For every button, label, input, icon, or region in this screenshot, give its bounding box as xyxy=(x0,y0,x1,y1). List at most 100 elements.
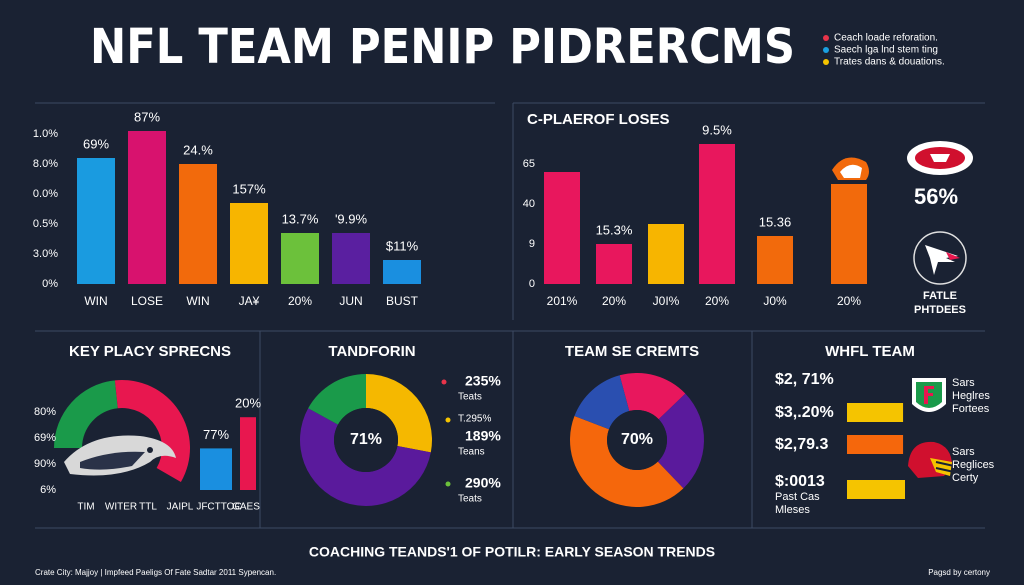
annotation: 290% xyxy=(465,475,501,491)
note: Fortees xyxy=(952,403,990,415)
x-label: JAIPL xyxy=(167,502,194,513)
y-tick-label: 0 xyxy=(529,278,535,290)
value-label: 69% xyxy=(83,136,109,151)
footer-source: Crate City: Majjoy | Impfeed Paeligs Of … xyxy=(35,568,276,577)
y-tick-label: 0.5% xyxy=(33,218,58,230)
donut-hole xyxy=(607,410,667,470)
legend-dot xyxy=(823,35,829,41)
x-label: JFCTTOC xyxy=(196,502,241,513)
donut-segment xyxy=(574,375,630,430)
falcons-logo xyxy=(913,231,967,285)
y-tick-label: 3.0% xyxy=(33,248,58,260)
dividers xyxy=(35,102,985,529)
bar xyxy=(847,480,905,499)
broncos-logo xyxy=(832,157,869,180)
x-tick-label: J0% xyxy=(763,294,787,308)
x-label: GAES xyxy=(232,502,260,513)
y-tick-label: 1.0% xyxy=(33,128,58,140)
bar xyxy=(544,172,580,284)
value-label: '9.9% xyxy=(335,211,368,226)
legend-label: Ceach loade reforation. xyxy=(834,33,938,44)
eagle-logo xyxy=(64,435,176,476)
bar xyxy=(847,435,904,454)
value-label: 77% xyxy=(203,427,229,442)
bar xyxy=(240,417,256,490)
y-tick-label: 80% xyxy=(34,406,56,418)
bar xyxy=(648,224,684,284)
bar xyxy=(847,403,904,422)
y-tick-label: 9 xyxy=(529,238,535,250)
page-title: NFL TEAM PENIP PIDRERCMS xyxy=(90,19,795,75)
donut-hole xyxy=(334,408,398,472)
annotation: $3,.20% xyxy=(775,404,834,421)
annotation: $2, 71% xyxy=(775,371,834,388)
x-tick-label: 20% xyxy=(288,294,312,308)
panel-title: C-PLAEROF LOSES xyxy=(527,111,670,128)
donut-segment xyxy=(308,373,366,425)
x-tick-label: 20% xyxy=(602,294,626,308)
center-label: 71% xyxy=(350,431,382,448)
bar xyxy=(77,158,115,284)
value-label: 20% xyxy=(235,396,261,411)
donut-segment xyxy=(570,415,684,507)
bar xyxy=(281,233,319,284)
value-label: 15.36 xyxy=(759,214,792,229)
bar xyxy=(757,236,793,284)
legend-dot xyxy=(823,47,829,53)
donut-segment xyxy=(619,372,686,420)
annotation: Past Cas xyxy=(775,491,820,503)
arch-segment xyxy=(54,380,118,448)
annotation: $2,79.3 xyxy=(775,436,828,453)
x-tick-label: 20% xyxy=(705,294,729,308)
note: Reglices xyxy=(952,459,995,471)
x-tick-label: 201% xyxy=(547,294,578,308)
footer-title: COACHING TEANDS'1 OF POTILR: EARLY SEASO… xyxy=(309,544,715,560)
bar xyxy=(230,203,268,284)
y-tick-label: 6% xyxy=(40,484,56,496)
x-tick-label: 20% xyxy=(837,294,861,308)
side-caption: FATLE xyxy=(923,290,957,302)
x-tick-label: JUN xyxy=(339,294,362,308)
annotation: Teats xyxy=(458,494,482,505)
x-tick-label: JA¥ xyxy=(239,294,260,308)
panel-title: KEY PLACY SPRECNS xyxy=(69,343,231,360)
y-tick-label: 0% xyxy=(42,278,58,290)
annotation: 235% xyxy=(465,373,501,389)
side-caption: PHTDEES xyxy=(914,304,966,316)
bar xyxy=(383,260,421,284)
annotation: Teans xyxy=(458,447,485,458)
annotation: Mleses xyxy=(775,504,810,516)
annotation: $:0013 xyxy=(775,473,825,490)
x-label: WITER xyxy=(105,502,137,513)
bar xyxy=(699,144,735,284)
value-label: 157% xyxy=(232,181,266,196)
nfl-shield xyxy=(912,378,946,412)
x-tick-label: WIN xyxy=(186,294,209,308)
panel-title: TANDFORIN xyxy=(328,343,415,360)
note: Certy xyxy=(952,472,979,484)
x-label: TTL xyxy=(139,502,157,513)
legend-label: Trates dans & douations. xyxy=(834,57,945,68)
annotation-dot xyxy=(445,481,451,487)
x-tick-label: LOSE xyxy=(131,294,163,308)
bar xyxy=(128,131,166,284)
x-tick-label: WIN xyxy=(84,294,107,308)
y-tick-label: 0.0% xyxy=(33,188,58,200)
legend-label: Saech lga lnd stem ting xyxy=(834,45,938,56)
annotation: Teats xyxy=(458,392,482,403)
annotation-dot xyxy=(445,417,451,423)
y-tick-label: 40 xyxy=(523,198,535,210)
legend-dot xyxy=(823,59,829,65)
donut-segment xyxy=(300,408,431,506)
helmet-logo xyxy=(908,441,955,478)
y-tick-label: 8.0% xyxy=(33,158,58,170)
value-label: $11% xyxy=(386,238,419,253)
bar xyxy=(179,164,217,284)
note: Heglres xyxy=(952,390,990,402)
bar xyxy=(596,244,632,284)
side-stat: 56% xyxy=(914,184,958,209)
value-label: 13.7% xyxy=(282,211,319,226)
center-label: 70% xyxy=(621,431,653,448)
donut-segment xyxy=(366,374,432,453)
